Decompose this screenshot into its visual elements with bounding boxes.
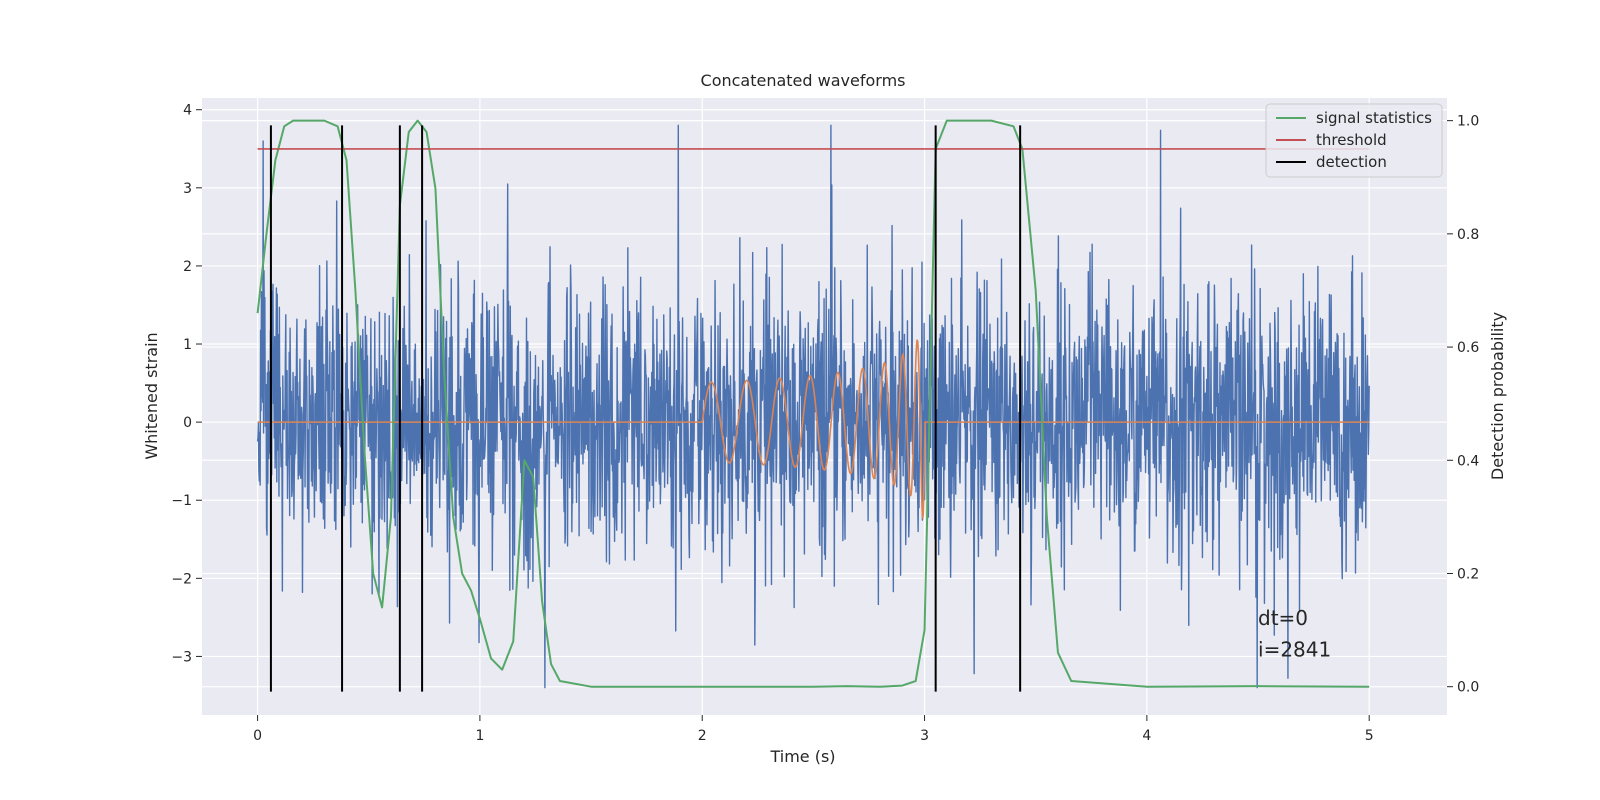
series-group [256,119,1370,692]
annotations: dt=0 i=2841 [1258,606,1331,661]
y2-tick-label: 1.0 [1457,114,1479,130]
x-axis-title: Time (s) [769,747,835,766]
legend-frame [1265,103,1443,178]
x-tick-label: 5 [1365,728,1374,744]
signal-series [257,339,1370,519]
y2-tick-label: 0.8 [1457,227,1479,243]
legend-label-threshold: threshold [1316,131,1387,149]
y-tick-label: 1 [183,337,192,353]
legend: signal statistics threshold detection [1265,103,1443,178]
y-tick-label: −3 [171,649,192,665]
y-tick-label: 3 [183,181,192,197]
y2-tick-label: 0.2 [1457,566,1479,582]
y2-tick-label: 0.6 [1457,340,1479,356]
x-tick-label: 0 [253,728,262,744]
y2-tick-label: 0.4 [1457,453,1479,469]
y-tick-label: −1 [171,493,192,509]
x-tick-label: 1 [475,728,484,744]
y-tick-label: 4 [183,103,192,119]
y-tick-label: −2 [171,571,192,587]
axes: 0 1 2 3 4 5 −3 −2 −1 0 1 2 3 4 0.0 0.2 0.4 0.6 0.8 1.0 [171,103,1479,744]
legend-items: signal statistics threshold detection [1276,109,1432,171]
y-tick-label: 0 [183,415,192,431]
y2-axis-title: Detection probability [1488,312,1507,480]
y-tick-label: 2 [183,259,192,275]
legend-label-detection: detection [1316,153,1387,171]
x-tick-label: 2 [698,728,707,744]
x-tick-label: 3 [920,728,929,744]
data-layer [256,119,1370,692]
x-tick-label: 4 [1142,728,1151,744]
y2-tick-label: 0.0 [1457,680,1479,696]
statistics-series [256,119,1370,688]
annotation-text: dt=0 [1258,606,1308,630]
chart-title: Concatenated waveforms [701,71,906,90]
noise-series [256,124,1370,689]
y-axis-title: Whitened strain [142,332,161,459]
legend-label-statistics: signal statistics [1316,109,1432,127]
annotation-text: i=2841 [1258,637,1331,661]
